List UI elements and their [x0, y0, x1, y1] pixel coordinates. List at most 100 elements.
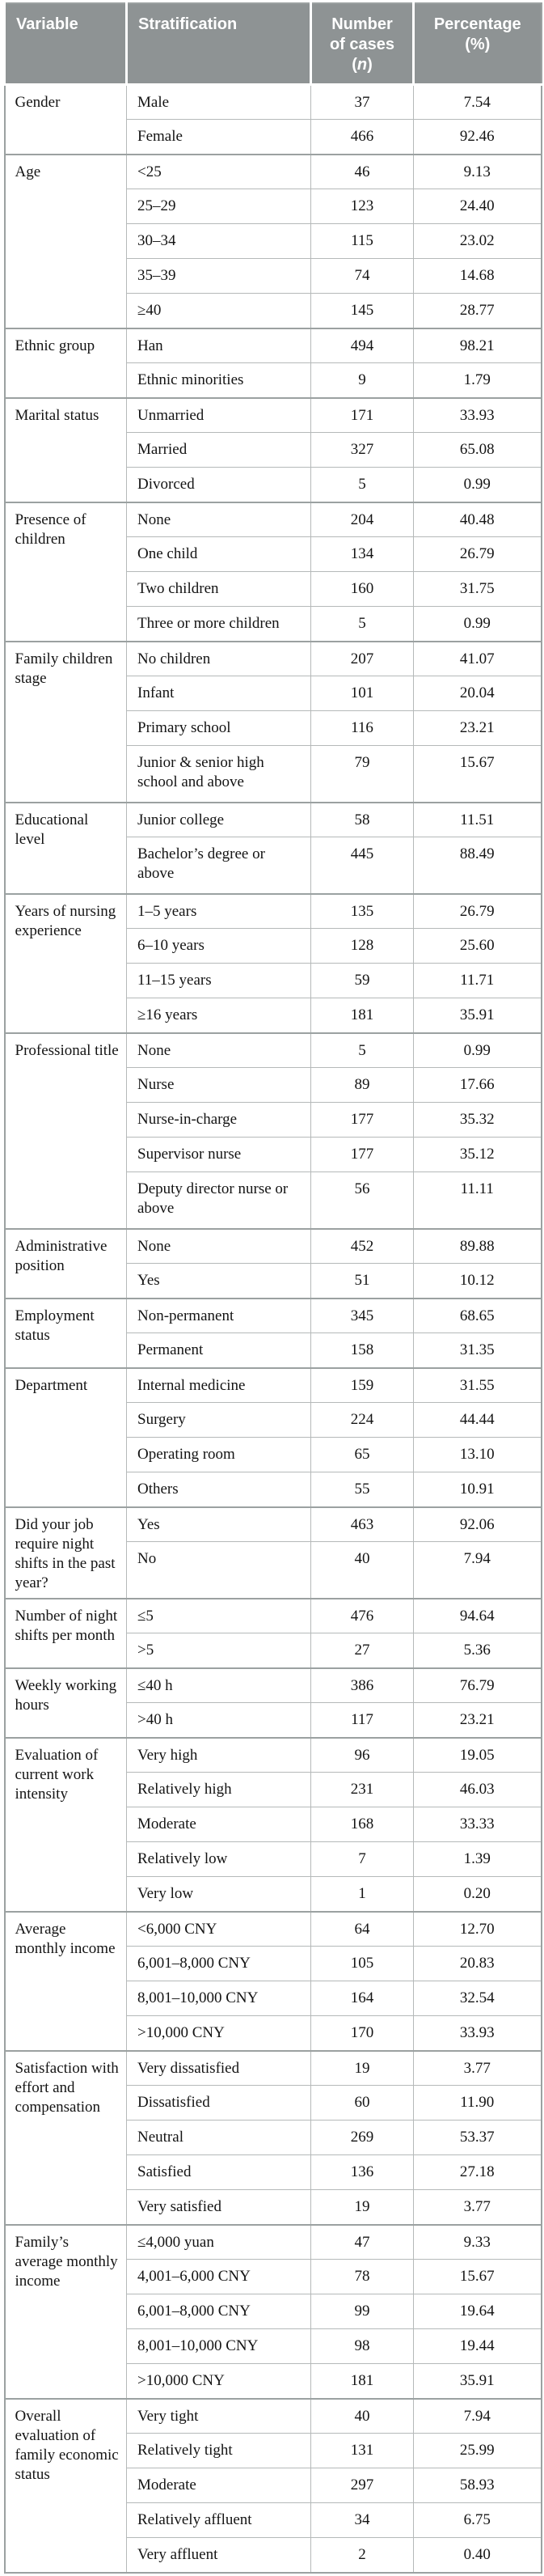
- stratification-cell: 8,001–10,000 CNY: [126, 1981, 311, 2016]
- table-row: Department Internal medicine 159 31.55: [4, 1366, 542, 1507]
- cases-cell: 78: [310, 2259, 414, 2294]
- cases-cell: 445: [310, 837, 414, 894]
- variable-cell: Administrative position: [4, 1227, 127, 1299]
- percentage-cell: 40.48: [413, 501, 542, 537]
- table-row: Presence of children None 204 40.48: [4, 501, 542, 642]
- cases-cell: 105: [310, 1946, 414, 1981]
- table-row: Very low 1 0.20: [5, 1876, 542, 1912]
- table-row: ≥40 145 28.77: [5, 293, 542, 328]
- stratification-cell: >10,000 CNY: [126, 2363, 311, 2399]
- cases-cell: 89: [310, 1067, 414, 1103]
- italic-n: n: [356, 56, 368, 74]
- stratification-cell: Two children: [126, 571, 311, 607]
- table-row: Average monthly income <6,000 CNY 64 12.70: [4, 1910, 542, 2051]
- stratification-cell: >5: [126, 1633, 311, 1668]
- table-row: 6–10 years 128 25.60: [5, 928, 542, 964]
- cases-cell: 128: [310, 928, 414, 964]
- cases-cell: 207: [310, 640, 414, 676]
- stratification-cell: Non-permanent: [126, 1297, 311, 1333]
- cases-cell: 159: [310, 1366, 414, 1403]
- cases-cell: 269: [310, 2120, 414, 2155]
- cases-cell: 171: [310, 396, 414, 433]
- variable-cell: Number of night shifts per month: [4, 1597, 127, 1668]
- cases-cell: 297: [310, 2468, 414, 2503]
- stratification-cell: Very affluent: [126, 2537, 311, 2573]
- percentage-cell: 25.60: [413, 928, 542, 964]
- stratification-cell: <6,000 CNY: [126, 1910, 311, 1947]
- table-row: Family children stage No children 207 41.07: [4, 640, 542, 803]
- table-row: Permanent 158 31.35: [5, 1332, 542, 1368]
- stratification-cell: Operating room: [126, 1437, 311, 1472]
- table-row: Neutral 269 53.37: [5, 2120, 542, 2155]
- stratification-cell: <25: [126, 153, 311, 189]
- col-header-cases: Number of cases (n): [310, 3, 414, 86]
- cases-cell: 51: [310, 1263, 414, 1299]
- percentage-cell: 27.18: [413, 2154, 542, 2190]
- variable-cell: Evaluation of current work intensity: [4, 1736, 127, 1912]
- variable-cell: Marital status: [4, 396, 127, 502]
- cases-cell: 327: [310, 432, 414, 468]
- cases-cell: 46: [310, 153, 414, 189]
- stratification-cell: Yes: [126, 1506, 311, 1542]
- table-row: Ethnic minorities 9 1.79: [5, 362, 542, 398]
- stratification-cell: Very tight: [126, 2397, 311, 2434]
- percentage-cell: 0.20: [413, 1876, 542, 1912]
- stratification-cell: Dissatisfied: [126, 2085, 311, 2121]
- stratification-cell: >10,000 CNY: [126, 2015, 311, 2051]
- percentage-cell: 20.83: [413, 1946, 542, 1981]
- table-row: >40 h 117 23.21: [5, 1702, 542, 1738]
- stratification-cell: 25–29: [126, 189, 311, 224]
- stratification-cell: Relatively low: [126, 1841, 311, 1877]
- percentage-cell: 3.77: [413, 2049, 542, 2086]
- variable-cell: Department: [4, 1366, 127, 1507]
- percentage-cell: 31.75: [413, 571, 542, 607]
- variable-cell: Employment status: [4, 1297, 127, 1368]
- stratification-cell: None: [126, 1032, 311, 1068]
- cases-cell: 101: [310, 676, 414, 711]
- table-row: Relatively low 7 1.39: [5, 1841, 542, 1877]
- cases-cell: 170: [310, 2015, 414, 2051]
- table-row: Operating room 65 13.10: [5, 1437, 542, 1472]
- percentage-cell: 28.77: [413, 293, 542, 328]
- percentage-cell: 10.91: [413, 1472, 542, 1507]
- stratification-cell: Divorced: [126, 467, 311, 502]
- percentage-cell: 1.39: [413, 1841, 542, 1877]
- percentage-cell: 14.68: [413, 258, 542, 294]
- cases-cell: 134: [310, 536, 414, 572]
- table-row: Bachelor’s degree or above 445 88.49: [5, 837, 542, 894]
- table-row: Years of nursing experience 1–5 years 135 2…: [4, 892, 542, 1033]
- col-header-stratification: Stratification: [125, 3, 311, 86]
- stratification-cell: Three or more children: [126, 606, 311, 642]
- stratification-cell: ≥16 years: [126, 998, 311, 1033]
- variable-cell: Professional title: [4, 1032, 127, 1229]
- cases-cell: 136: [310, 2154, 414, 2190]
- cases-cell: 19: [310, 2049, 414, 2086]
- stratification-cell: No: [126, 1541, 311, 1599]
- percentage-cell: 92.46: [413, 119, 542, 155]
- cases-cell: 466: [310, 119, 414, 155]
- percentage-cell: 25.99: [413, 2433, 542, 2468]
- cases-cell: 2: [310, 2537, 414, 2573]
- col-header-variable-label: Variable: [16, 15, 78, 33]
- variable-cell: Educational level: [4, 801, 127, 894]
- cases-cell: 60: [310, 2085, 414, 2121]
- table-row: Ethnic group Han 494 98.21: [4, 327, 542, 398]
- percentage-cell: 94.64: [413, 1597, 542, 1633]
- percentage-cell: 41.07: [413, 640, 542, 676]
- stratification-cell: ≥40: [126, 293, 311, 328]
- percentage-cell: 10.12: [413, 1263, 542, 1299]
- cases-cell: 386: [310, 1667, 414, 1703]
- percentage-cell: 23.02: [413, 223, 542, 259]
- percentage-cell: 0.40: [413, 2537, 542, 2573]
- table-row: Supervisor nurse 177 35.12: [5, 1137, 542, 1172]
- table-body: Gender Male 37 7.54 Female 466 92.46 Age <25 46 9.…: [4, 83, 542, 2573]
- percentage-cell: 5.36: [413, 1633, 542, 1668]
- cases-cell: 160: [310, 571, 414, 607]
- stratification-cell: Han: [126, 327, 311, 363]
- stratification-cell: One child: [126, 536, 311, 572]
- percentage-cell: 31.35: [413, 1332, 542, 1368]
- table-row: >10,000 CNY 170 33.93: [5, 2015, 542, 2051]
- variable-cell: Satisfaction with effort and compensatio…: [4, 2049, 127, 2225]
- cases-cell: 116: [310, 710, 414, 746]
- percentage-cell: 12.70: [413, 1910, 542, 1947]
